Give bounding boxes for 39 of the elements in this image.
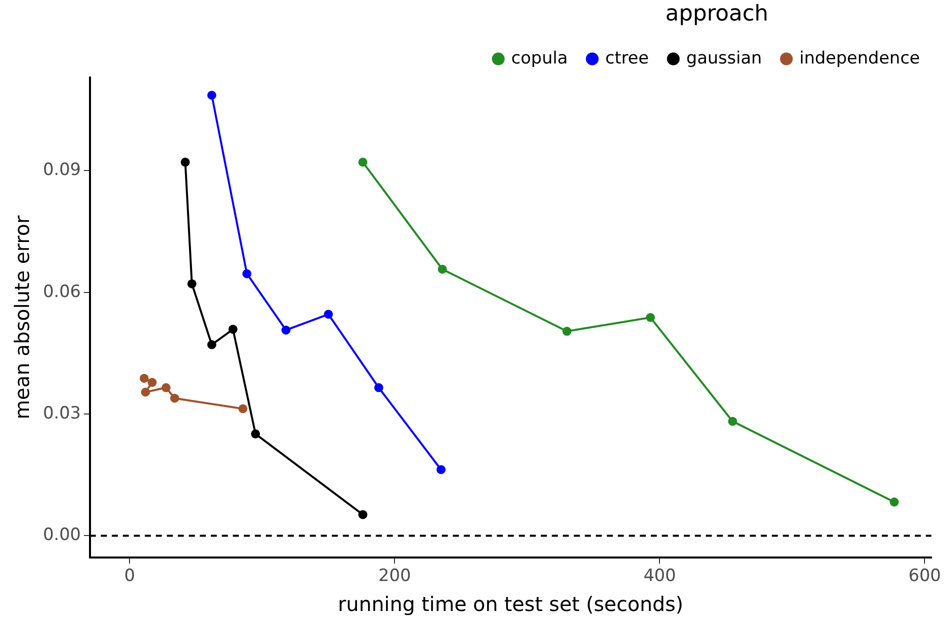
point <box>251 429 260 438</box>
y-axis-title: mean absolute error <box>10 214 34 420</box>
x-tick-label: 600 <box>908 566 941 586</box>
y-tick-label: 0.03 <box>42 403 81 424</box>
legend-title: approach <box>665 2 768 27</box>
point <box>180 158 190 167</box>
point <box>890 498 899 507</box>
point <box>242 269 252 278</box>
y-tick-label: 0.00 <box>42 525 81 546</box>
x-tick-label: 200 <box>378 566 411 586</box>
point <box>358 510 368 520</box>
legend-label: ctree <box>605 48 649 68</box>
x-tick-label: 400 <box>643 566 676 586</box>
legend-label: independence <box>799 48 920 68</box>
point <box>170 394 180 403</box>
point <box>207 90 216 100</box>
point <box>436 465 446 474</box>
point <box>646 313 655 322</box>
legend-label: copula <box>511 48 568 68</box>
point <box>187 279 196 288</box>
point <box>438 264 447 274</box>
point <box>207 340 216 350</box>
point <box>562 326 572 336</box>
x-axis-title: running time on test set (seconds) <box>338 592 684 616</box>
point <box>358 158 368 167</box>
point <box>141 388 150 397</box>
point <box>238 404 248 414</box>
point <box>228 324 238 334</box>
point <box>148 378 157 387</box>
point <box>281 326 290 335</box>
y-tick-label: 0.06 <box>42 282 81 302</box>
point <box>162 383 171 392</box>
point <box>140 374 149 383</box>
x-tick-label: 0 <box>124 566 136 586</box>
y-tick-label: 0.09 <box>42 160 81 180</box>
point <box>324 310 333 319</box>
point <box>728 416 738 426</box>
point <box>374 383 384 392</box>
legend-label: gaussian <box>686 48 762 68</box>
